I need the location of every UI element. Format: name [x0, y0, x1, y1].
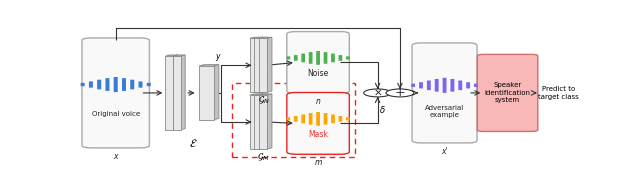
FancyBboxPatch shape	[294, 116, 298, 122]
FancyBboxPatch shape	[346, 117, 349, 120]
FancyBboxPatch shape	[346, 56, 349, 59]
FancyBboxPatch shape	[466, 82, 470, 89]
Text: Predict to
target class: Predict to target class	[538, 86, 579, 100]
FancyBboxPatch shape	[147, 83, 151, 86]
Bar	[250, 38, 259, 92]
Polygon shape	[268, 37, 272, 92]
Polygon shape	[268, 94, 272, 149]
FancyBboxPatch shape	[339, 55, 342, 61]
Polygon shape	[263, 94, 268, 149]
FancyBboxPatch shape	[81, 83, 84, 86]
FancyBboxPatch shape	[458, 81, 462, 90]
Text: $\mathcal{G}_M$: $\mathcal{G}_M$	[257, 152, 270, 163]
FancyBboxPatch shape	[477, 54, 538, 131]
FancyBboxPatch shape	[138, 82, 143, 88]
Text: $\mathcal{G}_N$: $\mathcal{G}_N$	[257, 95, 269, 106]
Text: Mask: Mask	[308, 130, 328, 139]
Text: x': x'	[441, 147, 448, 156]
Polygon shape	[254, 37, 268, 38]
FancyBboxPatch shape	[419, 82, 423, 89]
FancyBboxPatch shape	[301, 54, 305, 62]
Polygon shape	[199, 65, 219, 66]
FancyBboxPatch shape	[435, 79, 438, 92]
FancyBboxPatch shape	[308, 113, 312, 125]
Polygon shape	[263, 37, 268, 92]
Text: +: +	[395, 86, 405, 99]
Circle shape	[386, 89, 414, 97]
FancyBboxPatch shape	[443, 78, 447, 93]
FancyBboxPatch shape	[97, 80, 101, 89]
FancyBboxPatch shape	[308, 52, 312, 64]
FancyBboxPatch shape	[412, 84, 415, 87]
Bar	[250, 95, 259, 149]
FancyBboxPatch shape	[122, 78, 126, 91]
FancyBboxPatch shape	[287, 56, 290, 59]
Text: y: y	[216, 52, 220, 61]
FancyBboxPatch shape	[82, 38, 150, 148]
FancyBboxPatch shape	[287, 32, 349, 93]
FancyBboxPatch shape	[130, 80, 134, 89]
Polygon shape	[259, 37, 272, 38]
FancyBboxPatch shape	[287, 93, 349, 154]
Text: $\delta$: $\delta$	[379, 104, 386, 115]
FancyBboxPatch shape	[316, 51, 320, 65]
FancyBboxPatch shape	[324, 113, 328, 125]
FancyBboxPatch shape	[324, 52, 328, 64]
Text: ✕: ✕	[373, 88, 382, 98]
Text: Speaker
identification
system: Speaker identification system	[484, 82, 531, 103]
Polygon shape	[259, 94, 263, 149]
Polygon shape	[259, 94, 272, 95]
Bar	[259, 95, 268, 149]
Text: n: n	[316, 97, 321, 106]
Bar	[199, 66, 214, 120]
Bar	[259, 38, 268, 92]
Polygon shape	[250, 94, 263, 95]
FancyBboxPatch shape	[451, 79, 454, 92]
Text: m: m	[314, 158, 322, 167]
FancyBboxPatch shape	[287, 117, 290, 120]
FancyBboxPatch shape	[474, 84, 478, 87]
Polygon shape	[254, 94, 268, 95]
FancyBboxPatch shape	[316, 112, 320, 126]
Text: Adversarial
example: Adversarial example	[425, 105, 464, 118]
Polygon shape	[180, 55, 185, 130]
Circle shape	[364, 89, 392, 97]
Polygon shape	[259, 37, 263, 92]
FancyBboxPatch shape	[106, 78, 109, 91]
FancyBboxPatch shape	[427, 81, 431, 90]
Text: Noise: Noise	[307, 69, 329, 78]
Bar	[254, 95, 263, 149]
FancyBboxPatch shape	[301, 114, 305, 123]
Bar	[165, 56, 173, 130]
Text: Original voice: Original voice	[92, 111, 140, 117]
FancyBboxPatch shape	[89, 82, 93, 88]
FancyBboxPatch shape	[294, 55, 298, 61]
Text: $\mathcal{E}$: $\mathcal{E}$	[189, 137, 197, 149]
Text: x: x	[113, 152, 118, 161]
FancyBboxPatch shape	[331, 114, 335, 123]
Polygon shape	[250, 37, 263, 38]
Bar	[254, 38, 263, 92]
FancyBboxPatch shape	[339, 116, 342, 122]
Polygon shape	[173, 55, 178, 130]
Bar	[173, 56, 180, 130]
FancyBboxPatch shape	[412, 43, 477, 143]
Polygon shape	[173, 55, 185, 56]
Polygon shape	[214, 65, 219, 120]
FancyBboxPatch shape	[331, 54, 335, 62]
Polygon shape	[165, 55, 178, 56]
FancyBboxPatch shape	[114, 77, 118, 92]
